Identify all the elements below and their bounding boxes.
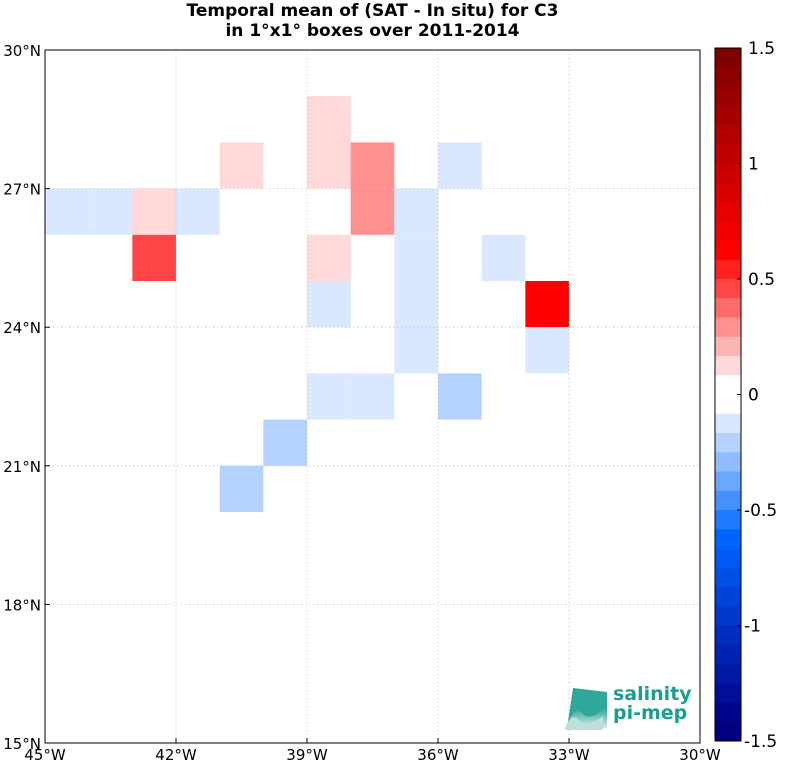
x-axis-labels: 45°W 42°W 39°W 36°W 33°W 30°W [24, 738, 721, 763]
colorbar-segment-7 [715, 182, 741, 203]
data-cell-23 [263, 419, 307, 466]
data-cells [45, 96, 569, 512]
data-cell-4 [132, 234, 176, 281]
colorbar-segment-18 [715, 394, 741, 415]
colorbar-segment-5 [715, 144, 741, 164]
data-cell-10 [307, 234, 351, 281]
colorbar-segment-29 [715, 606, 741, 626]
colorbar-segment-22 [715, 471, 741, 492]
logo-text-pi-mep: pi-mep [613, 702, 688, 724]
x-tick-label-1: 42°W [155, 746, 197, 763]
data-cell-17 [481, 234, 526, 281]
colorbar-segment-26 [715, 548, 741, 569]
colorbar-segment-4 [715, 125, 741, 145]
data-cell-3 [176, 188, 220, 235]
colorbar-segment-33 [715, 683, 741, 703]
colorbar-tick-label-3: 0 [748, 386, 759, 406]
colorbar-segment-31 [715, 644, 741, 665]
colorbar-segment-17 [715, 375, 741, 395]
y-tick-label-4: 18°N [3, 596, 41, 614]
colorbar-segment-10 [715, 240, 741, 261]
data-cell-9 [350, 142, 395, 189]
colorbar-segment-30 [715, 625, 741, 646]
colorbar-segment-0 [715, 48, 741, 68]
colorbar-segment-28 [715, 587, 741, 607]
data-cell-22 [438, 373, 482, 420]
colorbar-segment-23 [715, 490, 741, 511]
colorbar [715, 48, 741, 742]
colorbar-segment-1 [715, 67, 741, 87]
x-tick-label-4: 33°W [548, 746, 590, 763]
colorbar-segment-3 [715, 105, 741, 126]
colorbar-tick-label-0: 1.5 [748, 39, 775, 59]
y-tick-label-2: 24°N [3, 319, 41, 337]
x-tick-label-0: 45°W [24, 746, 66, 763]
colorbar-tick-label-1: 1 [748, 155, 759, 175]
colorbar-segment-24 [715, 510, 741, 530]
y-tick-label-5: 15°N [3, 735, 41, 753]
colorbar-segment-34 [715, 702, 741, 723]
y-tick-label-0: 30°N [3, 42, 41, 60]
data-cell-0 [45, 188, 89, 235]
colorbar-segment-8 [715, 202, 741, 222]
salinity-pi-mep-logo: salinity pi-mep [563, 684, 693, 732]
y-axis-labels: 30°N 27°N 24°N 21°N 18°N 15°N [3, 42, 50, 753]
logo-wave-icon [565, 688, 607, 730]
colorbar-segment-32 [715, 664, 741, 684]
map-frame [44, 49, 701, 744]
colorbar-segment-2 [715, 86, 741, 107]
map-title-line1: Temporal mean of (SAT - In situ) for C3 [186, 1, 559, 21]
data-cell-6 [307, 96, 351, 143]
colorbar-segment-9 [715, 221, 741, 241]
x-tick-label-2: 39°W [286, 746, 328, 763]
colorbar-segment-12 [715, 279, 741, 299]
logo-text-salinity: salinity [613, 683, 692, 705]
data-cell-15 [394, 281, 438, 328]
x-tick-label-3: 36°W [417, 746, 459, 763]
colorbar-segment-15 [715, 336, 741, 357]
data-cell-1 [88, 188, 133, 235]
colorbar-segment-25 [715, 529, 741, 549]
y-tick-label-3: 21°N [3, 458, 41, 476]
data-cell-16 [394, 327, 438, 374]
colorbar-tick-label-4: -0.5 [744, 501, 777, 521]
data-cell-24 [219, 465, 264, 512]
colorbar-segment-20 [715, 433, 741, 453]
data-cell-12 [438, 142, 482, 189]
colorbar-tick-label-2: 0.5 [748, 270, 775, 290]
y-tick-label-1: 27°N [3, 181, 41, 199]
data-cell-11 [307, 281, 351, 328]
colorbar-segment-27 [715, 567, 741, 588]
colorbar-tick-label-5: -1 [744, 617, 761, 637]
colorbar-segment-19 [715, 413, 741, 434]
data-cell-21 [350, 373, 395, 420]
data-cell-2 [132, 188, 176, 235]
colorbar-segment-35 [715, 721, 741, 742]
data-cell-18 [525, 281, 569, 328]
data-cell-19 [525, 327, 569, 374]
map-title-line2: in 1°x1° boxes over 2011-2014 [225, 21, 520, 41]
colorbar-segment-11 [715, 259, 741, 280]
colorbar-segment-6 [715, 163, 741, 184]
colorbar-segment-13 [715, 298, 741, 318]
colorbar-segment-16 [715, 356, 741, 376]
data-cell-13 [394, 188, 438, 235]
data-cell-8 [350, 188, 395, 235]
data-cell-14 [394, 234, 438, 281]
colorbar-segment-21 [715, 452, 741, 472]
colorbar-tick-label-6: -1.5 [744, 732, 777, 752]
colorbar-segment-14 [715, 317, 741, 338]
x-tick-label-5: 30°W [679, 746, 721, 763]
data-cell-20 [307, 373, 351, 420]
data-cell-5 [219, 142, 264, 189]
data-cell-7 [307, 142, 351, 189]
colorbar-labels: 1.5 1 0.5 0 -0.5 -1 -1.5 [737, 39, 777, 752]
